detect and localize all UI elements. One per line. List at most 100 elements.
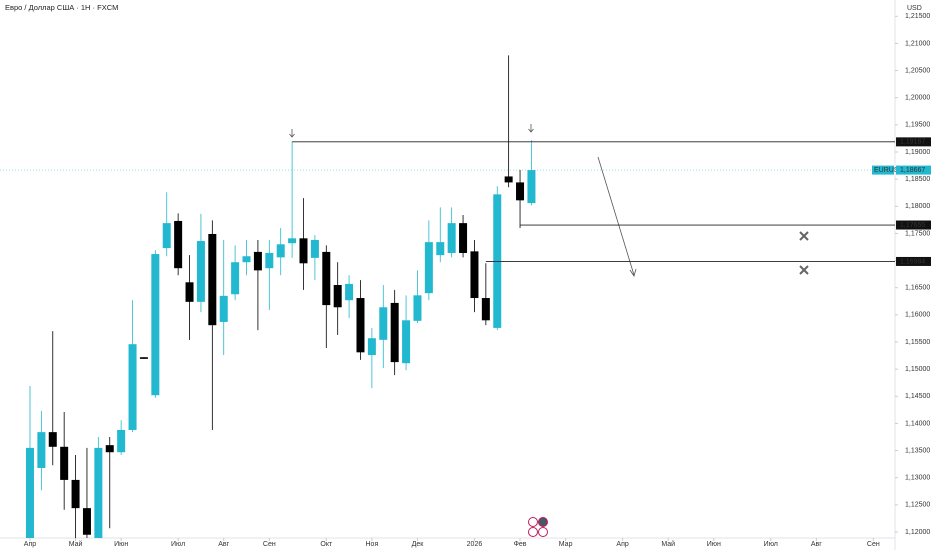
candle-body (253, 251, 262, 271)
cross-mark (799, 265, 809, 275)
x-tick-label: Май (69, 540, 83, 548)
candle-body (413, 295, 422, 321)
candle-body (322, 251, 331, 306)
icon (528, 527, 538, 537)
candle-body (128, 344, 137, 430)
x-tick-label: Окт (320, 541, 333, 548)
x-tick-label: Май (661, 540, 675, 548)
candle-body (25, 447, 34, 538)
candle-body (333, 285, 342, 308)
level-label-box (896, 220, 931, 230)
x-tick-label: Июл (171, 541, 185, 548)
icon (538, 517, 548, 527)
candle-body (424, 242, 433, 294)
candle-body (71, 479, 80, 509)
last-price-label: 1,18667 (900, 167, 925, 174)
y-tick-label: 1,20500 (905, 67, 930, 74)
candle-body (288, 238, 297, 244)
candle-body (402, 320, 411, 364)
candle-body (436, 242, 445, 256)
candle-body (276, 244, 285, 258)
candle-body (265, 252, 274, 269)
candle-body (196, 241, 205, 302)
x-tick-label: Апр (616, 541, 628, 548)
candle-body (367, 338, 376, 356)
x-tick-label: Сен (867, 541, 880, 548)
candle-body (174, 220, 183, 269)
y-tick-label: 1,18500 (905, 176, 930, 183)
candle-body (356, 298, 365, 353)
candle-body (459, 223, 468, 253)
chart-title: Евро / Доллар США · 1Н · FXCM (5, 3, 118, 12)
candle-body (299, 238, 308, 264)
candle-body (481, 298, 490, 321)
candle-body (37, 432, 46, 468)
icon (538, 527, 548, 537)
candle-body (94, 447, 103, 538)
level-label-box (896, 256, 931, 266)
candle-body (242, 256, 251, 263)
x-tick-label: Апр (24, 541, 36, 548)
y-tick-label: 1,13000 (905, 475, 930, 482)
y-tick-label: 1,12500 (905, 502, 930, 509)
x-tick-label: Сен (263, 541, 276, 548)
level-label: 1,16984 (900, 258, 925, 265)
cross-mark (799, 231, 809, 241)
x-tick-label: Июл (764, 541, 778, 548)
candle-body (390, 302, 399, 363)
x-tick-label: Июн (114, 541, 128, 548)
y-tick-label: 1,21500 (905, 13, 930, 20)
level-label: 1,19187 (900, 139, 925, 146)
trend-arrow (597, 156, 635, 276)
y-tick-label: 1,16500 (905, 285, 930, 292)
level-label-box (896, 137, 931, 147)
y-tick-label: 1,13500 (905, 447, 930, 454)
x-tick-label: Фев (514, 541, 527, 548)
candle-body (310, 239, 319, 258)
axis-unit: USD (907, 5, 922, 12)
candle-body (219, 295, 228, 322)
candle-body (162, 223, 171, 249)
candle-body (151, 254, 160, 396)
candle-body (379, 307, 388, 340)
indicator-icons (528, 517, 548, 537)
candle-body (185, 282, 194, 302)
candle-body (105, 445, 114, 453)
symbol-label: EURUSD (874, 167, 904, 174)
candle-body (231, 262, 240, 295)
y-tick-label: 1,19500 (905, 122, 930, 129)
y-tick-label: 1,15500 (905, 339, 930, 346)
arrow-head (629, 268, 637, 277)
candle-body (527, 170, 536, 204)
y-tick-label: 1,18000 (905, 203, 930, 210)
candle-body (345, 283, 354, 301)
candle-body (504, 176, 513, 183)
y-tick-label: 1,14000 (905, 420, 930, 427)
y-tick-label: 1,17500 (905, 230, 930, 237)
last-price-box (896, 165, 931, 175)
y-tick-label: 1,19000 (905, 149, 930, 156)
candle-body (516, 182, 525, 201)
candle-body (117, 429, 126, 453)
x-tick-label: Дек (412, 541, 425, 548)
level-label: 1,17655 (900, 222, 925, 229)
y-tick-label: 1,15000 (905, 366, 930, 373)
x-tick-label: Июн (707, 541, 721, 548)
icon (528, 517, 538, 527)
symbol-box (872, 165, 894, 175)
candle-body (208, 233, 217, 326)
down-arrow (289, 129, 295, 138)
candle-body (82, 508, 91, 535)
x-tick-label: Авг (811, 541, 822, 548)
x-tick-label: Ноя (366, 541, 379, 548)
x-tick-label: Мар (559, 541, 573, 548)
plot-area (0, 55, 895, 538)
candle-body (470, 251, 479, 299)
candle-body (139, 357, 148, 359)
x-tick-label: 2026 (467, 541, 483, 548)
y-tick-label: 1,16000 (905, 312, 930, 319)
y-tick-label: 1,12000 (905, 529, 930, 536)
